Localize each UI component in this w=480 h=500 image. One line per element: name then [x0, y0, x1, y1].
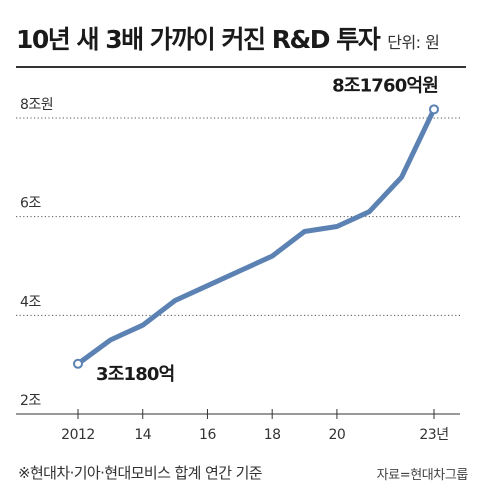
title-divider — [16, 66, 466, 68]
series-line — [75, 106, 437, 367]
y-tick-label-0: 8조원 — [20, 97, 53, 113]
endpoint-marker-1 — [429, 104, 439, 115]
footer-note: ※현대차·기아·현대모비스 합계 연간 기준 — [18, 464, 263, 482]
x-tick-label-0: 2012 — [61, 427, 95, 443]
unit-label: 단위: 원 — [387, 33, 440, 52]
chart-header: 10년 새 3배 가까이 커진 R&D 투자 단위: 원 — [16, 20, 440, 60]
x-tick-label-4: 20 — [328, 427, 345, 443]
y-tick-label-1: 6조 — [20, 196, 41, 212]
endpoint-marker-0 — [73, 358, 83, 369]
y-tick-label-2: 4조 — [20, 294, 41, 310]
x-tick-label-5: 23년 — [419, 427, 448, 443]
x-tick-label-1: 14 — [134, 427, 151, 443]
x-tick-label-2: 16 — [199, 427, 216, 443]
annotation-label-1: 8조1760억원 — [332, 75, 438, 96]
source-label: 자료=현대차그룹 — [376, 468, 469, 483]
y-tick-label-3: 2조 — [20, 393, 41, 409]
x-tick-label-3: 18 — [264, 427, 281, 443]
chart-title: 10년 새 3배 가까이 커진 R&D 투자 — [16, 25, 381, 54]
annotation-label-0: 3조180억 — [96, 364, 174, 385]
